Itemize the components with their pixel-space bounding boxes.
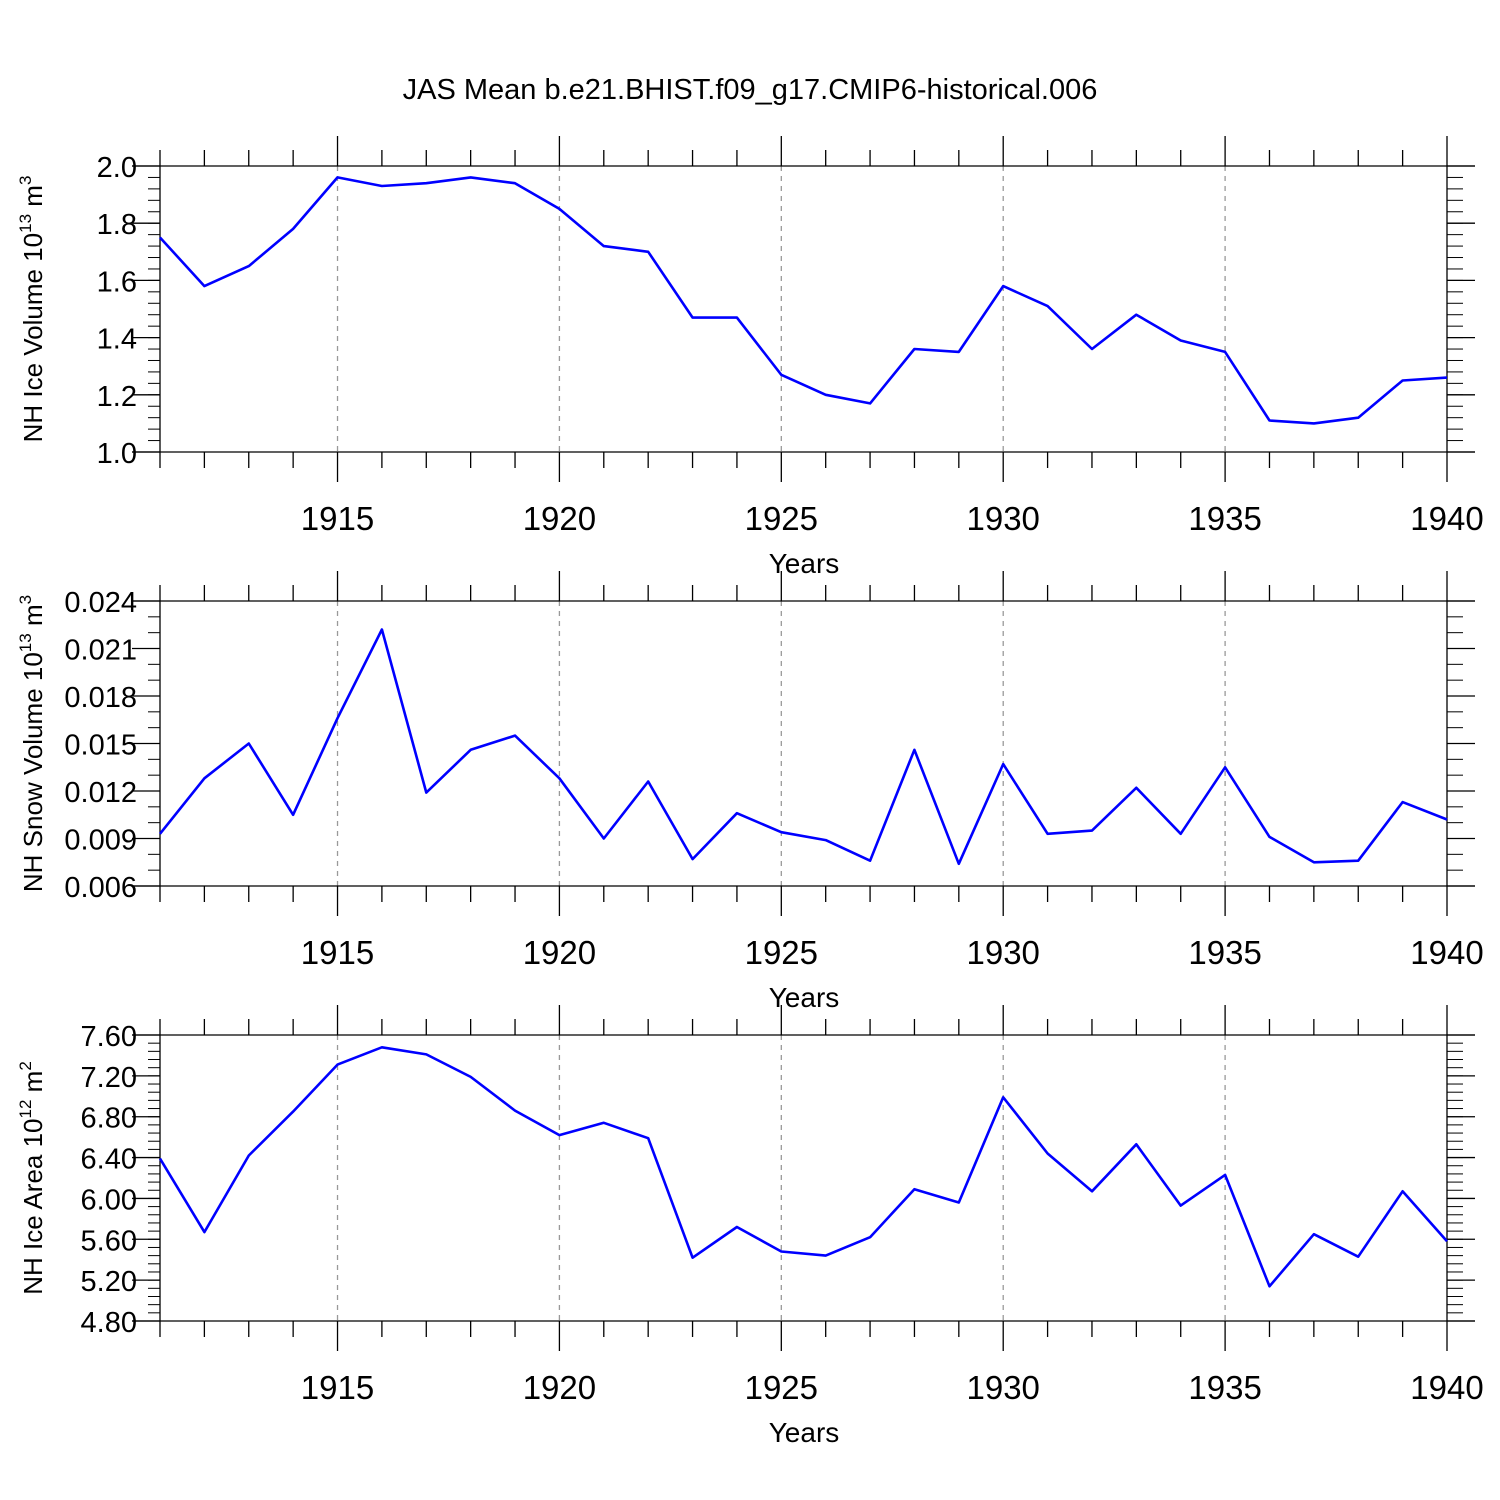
x-axis-label: Years <box>769 548 840 579</box>
x-tick-label: 1920 <box>523 1369 596 1406</box>
y-tick-label: 2.0 <box>97 152 137 184</box>
data-line-snow-volume <box>158 628 1448 866</box>
y-axis-label-main: NH Snow Volume 10 <box>18 652 48 892</box>
x-tick-label: 1925 <box>745 500 818 537</box>
y-tick-label: 6.00 <box>81 1184 137 1216</box>
x-tick-label: 1935 <box>1188 500 1261 537</box>
x-tick-label: 1920 <box>523 500 596 537</box>
y-tick-label: 1.8 <box>97 209 137 241</box>
figure-title: JAS Mean b.e21.BHIST.f09_g17.CMIP6-histo… <box>402 74 1098 106</box>
y-axis-label: NH Ice Volume 1013 m3 <box>16 176 48 443</box>
y-axis-label-unit-exponent: 3 <box>16 595 35 604</box>
y-tick-label: 4.80 <box>81 1307 137 1339</box>
x-tick-label: 1925 <box>745 1369 818 1406</box>
y-tick-label: 5.20 <box>81 1266 137 1298</box>
x-tick-label: 1935 <box>1188 1369 1261 1406</box>
y-axis-label-exponent: 13 <box>16 633 35 652</box>
x-axis-label: Years <box>769 1417 840 1448</box>
y-tick-label: 1.0 <box>97 438 137 470</box>
y-tick-label: 1.4 <box>97 324 137 356</box>
y-tick-label: 0.015 <box>64 730 137 762</box>
y-tick-label: 1.6 <box>97 266 137 298</box>
y-tick-label: 0.012 <box>64 777 137 809</box>
y-tick-label: 6.40 <box>81 1144 137 1176</box>
chart-panel-ice-area: 4.80 5.20 5.60 6.00 6.40 6.80 7.20 7.60 1915 1920… <box>16 1005 1484 1448</box>
y-tick-label: 7.20 <box>81 1062 137 1094</box>
y-axis-label-unit: m <box>18 185 48 214</box>
y-tick-label: 0.006 <box>64 872 137 904</box>
y-tick-label: 6.80 <box>81 1103 137 1135</box>
x-tick-label: 1930 <box>966 500 1039 537</box>
x-tick-label: 1925 <box>745 934 818 971</box>
y-tick-label: 7.60 <box>81 1021 137 1053</box>
x-tick-label: 1940 <box>1410 500 1483 537</box>
x-tick-label: 1930 <box>966 934 1039 971</box>
y-axis-label-unit: m <box>18 1071 48 1100</box>
x-tick-label: 1915 <box>301 934 374 971</box>
x-tick-label: 1915 <box>301 1369 374 1406</box>
x-tick-label: 1915 <box>301 500 374 537</box>
y-axis-label-main: NH Ice Volume 10 <box>18 233 48 443</box>
chart-panel-snow-volume: 0.006 0.009 0.012 0.015 0.018 0.021 0.024 1915 1… <box>16 571 1484 1013</box>
x-tick-label: 1920 <box>523 934 596 971</box>
y-tick-label: 5.60 <box>81 1225 137 1257</box>
y-axis-label: NH Ice Area 1012 m2 <box>16 1061 48 1295</box>
y-axis-label-unit: m <box>18 604 48 633</box>
x-tick-label: 1940 <box>1410 1369 1483 1406</box>
y-axis-label-main: NH Ice Area 10 <box>18 1118 48 1294</box>
x-axis-label: Years <box>769 982 840 1013</box>
y-tick-label: 1.2 <box>97 381 137 413</box>
chart-panel-ice-volume: 1.0 1.2 1.4 1.6 1.8 2.0 1915 1920 1925 1930 1935 19… <box>16 136 1484 579</box>
y-tick-label: 0.009 <box>64 825 137 857</box>
y-axis-label: NH Snow Volume 1013 m3 <box>16 595 48 892</box>
x-tick-label: 1940 <box>1410 934 1483 971</box>
y-tick-label: 0.024 <box>64 587 137 619</box>
y-axis-label-unit-exponent: 3 <box>16 176 35 185</box>
y-axis-label-exponent: 12 <box>16 1100 35 1119</box>
x-tick-label: 1935 <box>1188 934 1261 971</box>
data-line-ice-volume <box>159 176 1448 425</box>
data-line-ice-area <box>158 1046 1448 1288</box>
y-axis-label-unit-exponent: 2 <box>16 1061 35 1070</box>
x-tick-label: 1930 <box>966 1369 1039 1406</box>
y-axis-label-exponent: 13 <box>16 214 35 233</box>
y-tick-label: 0.021 <box>64 635 137 667</box>
y-tick-label: 0.018 <box>64 682 137 714</box>
